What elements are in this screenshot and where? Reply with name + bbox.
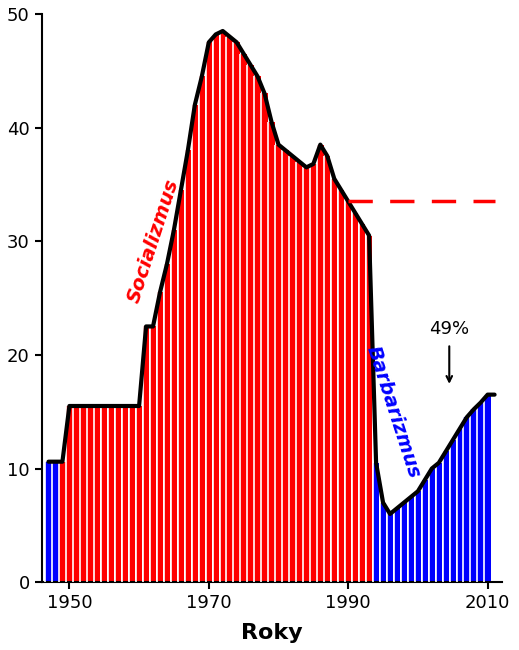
Bar: [226, 36, 233, 582]
Bar: [457, 429, 463, 582]
Bar: [73, 406, 79, 582]
Bar: [331, 179, 337, 582]
Bar: [401, 502, 407, 582]
Bar: [143, 326, 149, 582]
Bar: [87, 406, 93, 582]
Bar: [94, 406, 101, 582]
Bar: [296, 162, 303, 582]
Bar: [80, 406, 87, 582]
Bar: [206, 42, 212, 582]
Bar: [268, 122, 275, 582]
Bar: [435, 463, 442, 582]
Bar: [122, 406, 128, 582]
Bar: [45, 462, 52, 582]
Bar: [394, 508, 400, 582]
Bar: [185, 150, 191, 582]
Bar: [477, 402, 484, 582]
Bar: [192, 105, 198, 582]
Bar: [248, 65, 254, 582]
Bar: [310, 164, 317, 582]
Bar: [157, 292, 163, 582]
Bar: [66, 406, 73, 582]
Bar: [324, 156, 331, 582]
Bar: [240, 54, 247, 582]
Bar: [408, 497, 414, 582]
X-axis label: Roky: Roky: [241, 623, 303, 643]
Bar: [470, 410, 477, 582]
Bar: [199, 77, 205, 582]
Bar: [317, 145, 323, 582]
Bar: [115, 406, 121, 582]
Bar: [484, 395, 491, 582]
Bar: [443, 452, 449, 582]
Text: 49%: 49%: [429, 320, 469, 338]
Text: Barbarizmus: Barbarizmus: [363, 343, 424, 480]
Bar: [345, 202, 351, 582]
Bar: [303, 167, 310, 582]
Bar: [171, 230, 177, 582]
Bar: [415, 491, 421, 582]
Bar: [150, 326, 156, 582]
Bar: [289, 156, 296, 582]
Bar: [463, 417, 470, 582]
Bar: [254, 77, 261, 582]
Bar: [449, 440, 456, 582]
Bar: [429, 469, 435, 582]
Bar: [52, 462, 59, 582]
Bar: [359, 224, 365, 582]
Bar: [387, 514, 393, 582]
Bar: [129, 406, 135, 582]
Bar: [338, 190, 345, 582]
Bar: [108, 406, 114, 582]
Bar: [220, 31, 226, 582]
Bar: [262, 94, 268, 582]
Bar: [352, 213, 359, 582]
Bar: [282, 150, 289, 582]
Bar: [275, 145, 282, 582]
Bar: [373, 463, 379, 582]
Bar: [421, 480, 428, 582]
Bar: [380, 502, 386, 582]
Bar: [136, 406, 142, 582]
Bar: [366, 235, 372, 582]
Bar: [101, 406, 107, 582]
Bar: [234, 42, 240, 582]
Bar: [164, 264, 170, 582]
Bar: [177, 190, 184, 582]
Bar: [213, 34, 219, 582]
Bar: [59, 462, 65, 582]
Text: Socializmus: Socializmus: [124, 177, 182, 306]
